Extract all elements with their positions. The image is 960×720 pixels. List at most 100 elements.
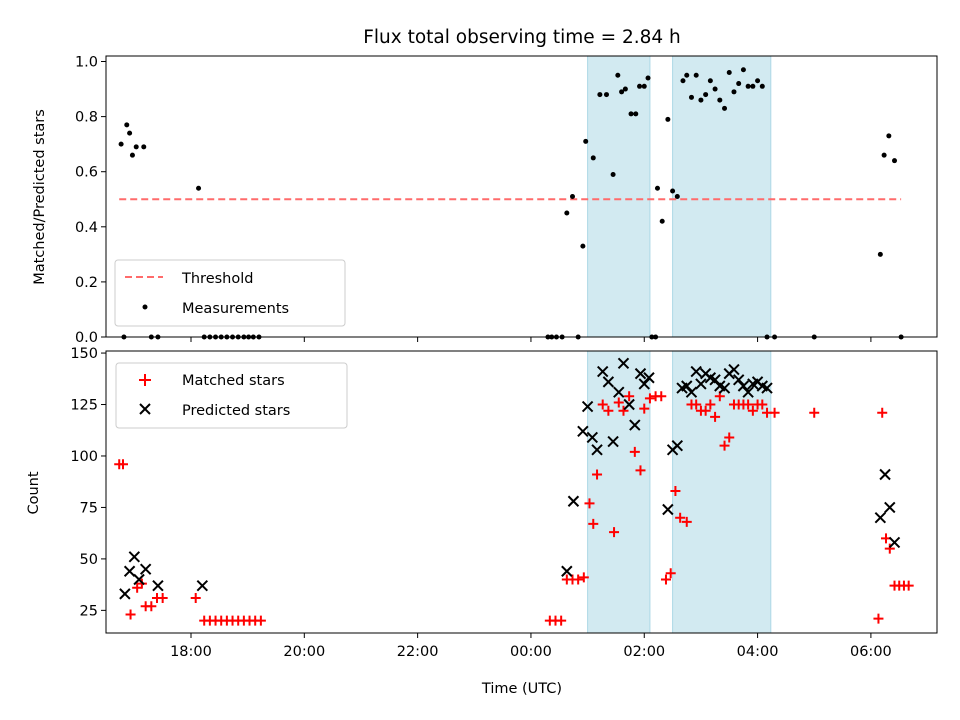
predicted-star-point xyxy=(123,565,136,577)
bottom-x-tick-label: 06:00 xyxy=(850,644,892,660)
measurement-point xyxy=(564,210,570,216)
bottom-axes-frame xyxy=(105,350,938,634)
matched-star-point xyxy=(665,568,676,579)
top-y-tick-label: 0.8 xyxy=(75,110,98,126)
plot-backgrounds xyxy=(106,56,937,633)
matched-star-point xyxy=(644,393,655,404)
matched-star-point xyxy=(873,613,884,624)
matched-legend-swatch xyxy=(139,374,151,386)
matched-star-point xyxy=(681,516,692,527)
predicted-star-point xyxy=(581,400,594,413)
top-y-tick-label: 1.0 xyxy=(75,55,98,71)
matched-star-point xyxy=(578,572,589,583)
matched-star-point xyxy=(769,407,780,418)
measurement-point xyxy=(755,78,761,84)
figure-title: Flux total observing time = 2.84 h xyxy=(363,27,681,48)
matched-star-point xyxy=(705,399,716,410)
predicted-star-point xyxy=(718,382,731,394)
predicted-star-point xyxy=(732,374,745,386)
measurement-point xyxy=(590,155,596,161)
matched-star-point xyxy=(635,465,646,476)
predicted-star-point xyxy=(623,398,635,411)
matched-star-point xyxy=(629,446,640,457)
bottom-x-tick-label: 02:00 xyxy=(623,644,665,660)
measurement-point xyxy=(622,86,628,92)
predicted-star-point xyxy=(737,380,750,392)
bottom-x-tick-label: 22:00 xyxy=(397,644,439,660)
predicted-star-point xyxy=(874,512,887,524)
measurement-point xyxy=(736,81,742,87)
measurement-point xyxy=(693,72,699,78)
predicted-star-point xyxy=(662,503,674,516)
predicted-star-point xyxy=(613,386,625,398)
measurement-point xyxy=(680,78,686,84)
predicted-star-point xyxy=(139,563,152,575)
matched-star-point xyxy=(117,459,128,470)
predicted-star-point xyxy=(728,363,740,376)
measurement-point xyxy=(759,83,765,89)
matched-star-point xyxy=(700,405,711,416)
matched-star-point xyxy=(670,485,681,496)
bottom-y-axis-label: Count xyxy=(26,471,42,514)
threshold-legend-label: Threshold xyxy=(181,271,253,287)
matched-star-point xyxy=(639,403,650,414)
measurement-point xyxy=(633,111,639,117)
measurements-legend-swatch xyxy=(142,304,148,310)
predicted-star-point xyxy=(884,501,896,514)
matched-star-point xyxy=(592,469,603,480)
predicted-star-point xyxy=(671,439,684,452)
measurement-point xyxy=(892,158,898,164)
matched-star-point xyxy=(190,593,201,604)
matched-star-point xyxy=(609,527,620,538)
matched-star-point xyxy=(588,518,599,529)
measurement-point xyxy=(659,218,665,224)
matched-star-point xyxy=(125,609,136,620)
measurement-point xyxy=(665,116,671,122)
bottom-legend: Matched stars Predicted stars xyxy=(115,362,348,429)
bottom-x-tick-label: 00:00 xyxy=(510,644,552,660)
top-axes-frame xyxy=(105,55,938,338)
measurement-point xyxy=(580,243,586,249)
measurement-point xyxy=(124,122,130,128)
predicted-star-point xyxy=(629,419,641,431)
matched-star-point xyxy=(691,399,702,410)
measurement-point xyxy=(684,72,690,78)
top-legend: Threshold Measurements xyxy=(114,259,346,327)
measurement-point xyxy=(740,67,746,73)
matched-star-point xyxy=(884,543,895,554)
measurement-point xyxy=(118,141,124,147)
bottom-y-tick-label: 125 xyxy=(70,398,98,414)
predicted-star-point xyxy=(586,431,599,444)
matched-star-point xyxy=(556,615,567,626)
matched-star-point xyxy=(597,399,608,410)
measurement-point xyxy=(637,83,643,89)
measurement-point xyxy=(129,152,135,158)
measurement-point xyxy=(619,89,625,95)
axes-layer: 0.0 0.2 0.4 0.6 0.8 1.0 25 50 75 100 125 150 18:00 20… xyxy=(70,55,938,660)
top-y-tick-label: 0.0 xyxy=(75,330,98,346)
bottom-observing-window-2 xyxy=(672,350,772,634)
predicted-star-point xyxy=(695,378,707,390)
predicted-star-point xyxy=(591,444,603,456)
measurement-point xyxy=(645,75,651,81)
top-y-axis-label: Matched/Predicted stars xyxy=(32,109,48,285)
predicted-star-point xyxy=(888,536,901,549)
predicted-star-point xyxy=(119,588,131,600)
measurement-point xyxy=(141,144,147,150)
predicted-star-point xyxy=(617,357,630,370)
top-y-tick-label: 0.2 xyxy=(75,275,98,291)
measurement-point xyxy=(731,89,737,95)
measurement-point xyxy=(745,83,751,89)
measurement-point xyxy=(127,130,133,136)
measurement-point xyxy=(688,94,694,100)
predicted-star-point xyxy=(607,435,619,448)
measurement-point xyxy=(569,194,575,199)
measurement-point xyxy=(597,92,603,98)
matched-star-point xyxy=(624,391,635,402)
predicted-star-point xyxy=(133,573,145,586)
bottom-x-tick-label: 04:00 xyxy=(737,644,779,660)
matched-star-point xyxy=(719,440,730,451)
measurement-point xyxy=(133,144,139,150)
predicted-star-point xyxy=(742,386,754,398)
